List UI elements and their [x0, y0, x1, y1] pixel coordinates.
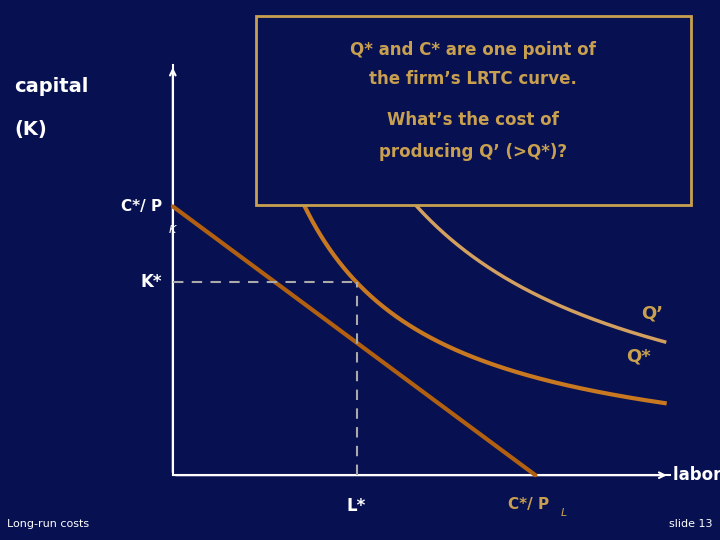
Text: labor (L): labor (L)	[673, 466, 720, 484]
Text: C*/ P: C*/ P	[508, 497, 549, 512]
Text: Q* and C* are one point of: Q* and C* are one point of	[351, 41, 596, 59]
Text: L: L	[561, 508, 567, 518]
Text: Q*: Q*	[626, 347, 651, 366]
Text: (K): (K)	[14, 120, 47, 139]
Text: capital: capital	[14, 77, 89, 96]
Text: K: K	[169, 225, 176, 235]
Text: slide 13: slide 13	[670, 519, 713, 529]
Text: C*/ P: C*/ P	[121, 199, 162, 214]
Text: K*: K*	[140, 273, 162, 291]
FancyBboxPatch shape	[256, 16, 691, 205]
Text: Q’: Q’	[641, 304, 663, 322]
Text: What’s the cost of: What’s the cost of	[387, 111, 559, 129]
Text: L*: L*	[347, 497, 366, 515]
Text: producing Q’ (>Q*)?: producing Q’ (>Q*)?	[379, 143, 567, 161]
Text: Long-run costs: Long-run costs	[7, 519, 89, 529]
Text: the firm’s LRTC curve.: the firm’s LRTC curve.	[369, 70, 577, 87]
